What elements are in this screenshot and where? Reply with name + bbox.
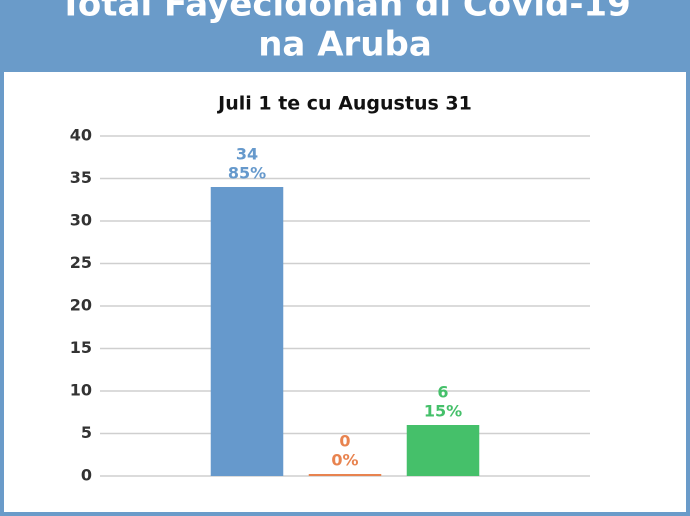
y-tick-label: 25: [70, 253, 92, 272]
percent-label: 15%: [424, 402, 462, 421]
percent-label: 85%: [228, 164, 266, 183]
chart-title: Juli 1 te cu Augustus 31: [216, 93, 472, 115]
bar: [210, 187, 284, 476]
y-tick-label: 30: [70, 211, 92, 230]
value-label: 34: [236, 145, 258, 164]
bar: [406, 425, 480, 476]
y-tick-label: 35: [70, 168, 92, 187]
bar: [308, 474, 382, 476]
y-tick-label: 40: [70, 126, 92, 145]
header-title: Total Fayecidonan di Covid-19: [59, 0, 631, 25]
value-label: 0: [339, 432, 350, 451]
y-tick-label: 15: [70, 338, 92, 357]
y-tick-label: 5: [81, 423, 92, 442]
header-title: na Aruba: [258, 25, 432, 65]
percent-label: 0%: [331, 451, 358, 470]
y-tick-label: 20: [70, 296, 92, 315]
chart-panel: [4, 72, 686, 512]
y-tick-label: 0: [81, 466, 92, 485]
value-label: 6: [437, 383, 448, 402]
y-tick-label: 10: [70, 381, 92, 400]
